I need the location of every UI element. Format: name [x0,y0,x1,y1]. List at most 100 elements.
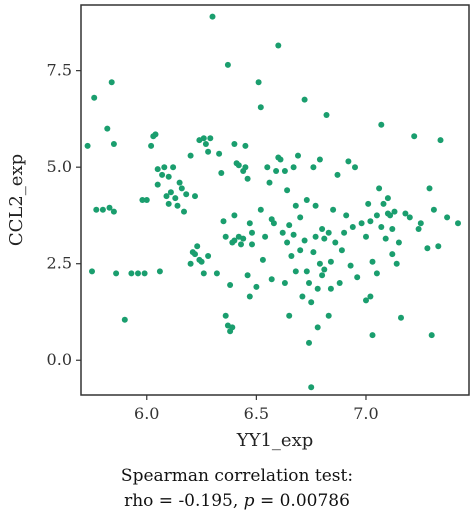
scatter-point [99,206,106,213]
scatter-point [323,112,330,118]
scatter-point [384,195,391,202]
scatter-point [319,272,326,279]
scatter-point [415,226,422,232]
scatter-point [393,260,400,267]
scatter-point [301,96,308,103]
scatter-point [277,156,284,163]
scatter-point [176,179,183,186]
scatter-point [395,239,402,246]
scatter-point [187,152,194,159]
scatter-point [181,208,187,215]
scatter-point [222,233,229,240]
scatter-point [295,152,301,159]
scatter-point [240,235,247,242]
scatter-point [281,168,288,174]
scatter-point [354,274,361,281]
scatter-point [325,312,332,319]
scatter-point [108,79,115,86]
scatter-point [284,239,291,246]
x-axis-ticks: 6.0 6.5 7.0 [134,395,379,423]
scatter-point [213,270,220,277]
scatter-point [367,218,374,225]
scatter-point [345,158,352,165]
scatter-point [159,171,166,178]
scatter-point [290,231,297,238]
x-axis-title: YY1_exp [236,430,314,451]
scatter-point [242,164,249,171]
scatter-point [382,235,389,242]
y-tick-label: 2.5 [47,254,72,273]
scatter-point [306,339,312,346]
scatter-point [249,229,255,236]
scatter-point [110,141,117,147]
scatter-point [161,164,168,171]
scatter-point [349,224,356,230]
scatter-point [262,233,269,240]
scatter-point [398,314,404,321]
scatter-point [343,212,350,219]
caption-rho: rho = -0.195, [124,491,244,511]
scatter-point [330,206,337,213]
scatter-point [91,94,98,101]
scatter-point [316,156,323,163]
scatter-point [378,224,385,230]
scatter-point [352,164,358,171]
scatter-point [170,164,177,171]
scatter-point [139,197,146,203]
scatter-point [336,280,343,286]
scatter-point [231,237,238,244]
scatter-point [316,260,323,267]
scatter-point [306,280,312,286]
scatter-point [202,141,209,147]
scatter-point [222,312,229,319]
plot-panel [80,4,470,396]
scatter-point [259,256,266,263]
scatter-point [167,189,174,196]
scatter-point [235,162,242,169]
scatter-point [301,237,308,244]
scatter-point [255,79,262,86]
scatter-point [187,260,194,267]
scatter-point [242,142,249,149]
scatter-point [93,206,100,213]
scatter-point [165,173,172,180]
scatter-point [347,262,354,269]
scatter-point [286,312,293,319]
scatter-point [338,247,345,254]
scatter-point [303,268,310,275]
scatter-point [389,251,396,258]
scatter-point [290,164,297,171]
caption-statistics: rho = -0.195, p = 0.00786 [0,491,474,511]
scatter-point [165,200,172,207]
data-points [84,13,461,391]
scatter-point [194,243,201,250]
caption-p-value: = 0.00786 [254,491,350,511]
x-tick-label: 6.5 [244,404,269,423]
scatter-point [200,135,207,142]
scatter-point [358,220,365,227]
scatter-point [220,218,227,225]
scatter-point [246,293,253,300]
scatter-point [268,276,275,283]
scatter-point [424,245,431,252]
scatter-point [218,170,225,176]
scatter-point [192,193,198,200]
scatter-point [238,241,244,248]
scatter-point [249,241,255,248]
scatter-point [192,251,198,258]
scatter-point [430,206,437,213]
scatter-point [275,42,282,49]
scatter-point [455,220,461,227]
scatter-point [437,137,444,144]
scatter-point [207,135,214,142]
scatter-point [365,200,372,207]
scatter-point [148,142,155,149]
scatter-point [369,332,376,339]
scatter-point [110,208,117,215]
scatter-point [281,280,288,286]
scatter-point [154,181,161,188]
scatter-point [367,293,374,300]
scatter-point [426,185,433,192]
scatter-point [216,150,223,157]
scatter-point [279,229,286,236]
